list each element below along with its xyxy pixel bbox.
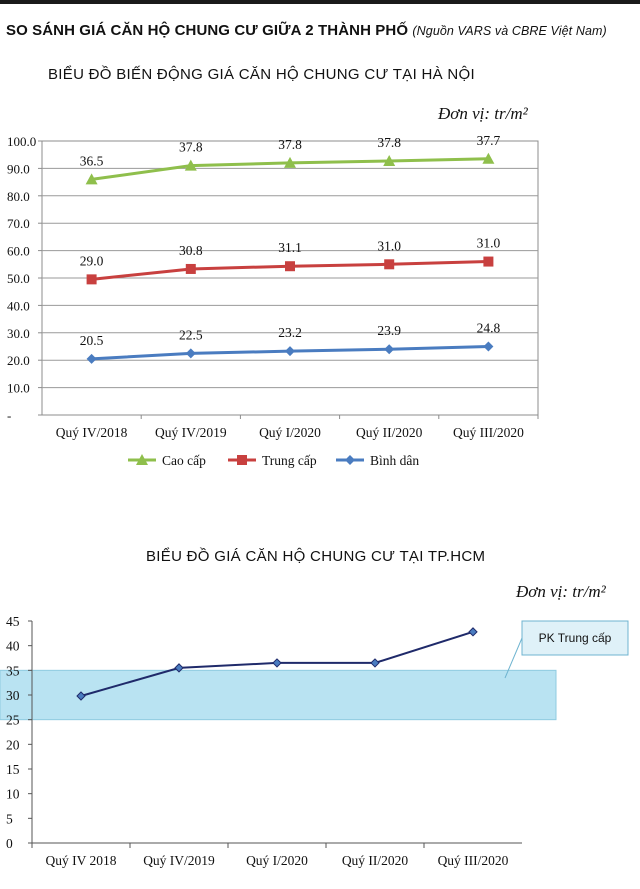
hcm-data-point bbox=[272, 658, 282, 668]
hanoi-data-point bbox=[86, 353, 97, 364]
hanoi-data-point bbox=[185, 348, 196, 359]
hcm-y-tick-label: 35 bbox=[6, 663, 20, 678]
hanoi-x-tick-label: Quý II/2020 bbox=[356, 425, 423, 440]
hcm-data-point bbox=[174, 663, 184, 673]
hcm-chart-title: BIỂU ĐỒ GIÁ CĂN HỘ CHUNG CƯ TẠI TP.HCM bbox=[146, 548, 486, 565]
hanoi-unit: Đơn vị: tr/m² bbox=[438, 104, 528, 123]
hcm-data-point bbox=[468, 627, 478, 637]
hcm-y-tick-label: 25 bbox=[6, 713, 20, 728]
hanoi-y-tick-label: 60.0 bbox=[7, 244, 30, 259]
hcm-x-tick-label: Quý I/2020 bbox=[246, 853, 308, 868]
legend-label: Bình dân bbox=[370, 453, 419, 468]
hcm-x-tick-label: Quý IV/2019 bbox=[143, 853, 215, 868]
hanoi-data-label: 22.5 bbox=[179, 327, 203, 342]
legend-marker bbox=[136, 454, 148, 465]
hanoi-data-point bbox=[483, 341, 494, 352]
top-rule bbox=[0, 0, 640, 4]
band-highlight bbox=[0, 669, 557, 721]
title-text: SO SÁNH GIÁ CĂN HỘ CHUNG CƯ GIỮA 2 THÀNH… bbox=[6, 22, 409, 39]
source-note: (Nguồn VARS và CBRE Việt Nam) bbox=[412, 24, 607, 38]
hanoi-data-point bbox=[384, 259, 395, 270]
hanoi-x-tick-label: Quý IV/2019 bbox=[155, 425, 227, 440]
hcm-y-tick-label: 10 bbox=[6, 787, 20, 802]
hanoi-data-label: 23.2 bbox=[278, 325, 302, 340]
legend-label: Trung cấp bbox=[262, 453, 317, 468]
hanoi-y-tick-label: 20.0 bbox=[7, 353, 30, 368]
hanoi-data-label: 24.8 bbox=[477, 321, 501, 336]
hanoi-y-tick-label: - bbox=[7, 408, 11, 423]
hanoi-y-tick-label: 50.0 bbox=[7, 271, 30, 286]
hanoi-x-tick-label: Quý I/2020 bbox=[259, 425, 321, 440]
hanoi-data-label: 37.8 bbox=[377, 135, 401, 150]
hanoi-data-label: 23.9 bbox=[377, 323, 401, 338]
hanoi-data-point bbox=[384, 344, 395, 355]
hcm-data-point bbox=[76, 691, 86, 701]
hanoi-y-tick-label: 70.0 bbox=[7, 216, 30, 231]
hanoi-data-point bbox=[185, 263, 196, 274]
hanoi-data-point bbox=[383, 155, 396, 167]
hanoi-data-point bbox=[285, 261, 295, 272]
hanoi-data-label: 30.8 bbox=[179, 243, 203, 258]
hanoi-data-point bbox=[284, 156, 296, 168]
hcm-x-tick-label: Quý IV 2018 bbox=[45, 853, 116, 868]
hcm-y-tick-label: 40 bbox=[6, 639, 20, 654]
hcm-y-tick-label: 45 bbox=[6, 614, 20, 629]
hanoi-y-tick-label: 80.0 bbox=[7, 189, 30, 204]
callout-pointer bbox=[504, 637, 523, 679]
legend-marker bbox=[345, 455, 355, 465]
hcm-unit: Đơn vị: tr/m² bbox=[516, 582, 606, 601]
hanoi-data-label: 29.0 bbox=[80, 253, 104, 268]
hanoi-data-point bbox=[285, 346, 295, 357]
hanoi-data-point bbox=[86, 274, 97, 285]
hcm-y-tick-label: 20 bbox=[6, 737, 20, 752]
hanoi-data-label: 31.0 bbox=[477, 236, 501, 251]
hanoi-y-tick-label: 90.0 bbox=[7, 161, 30, 176]
hanoi-data-label: 31.0 bbox=[377, 238, 401, 253]
hanoi-x-tick-label: Quý IV/2018 bbox=[56, 425, 128, 440]
hanoi-y-tick-label: 100.0 bbox=[7, 134, 36, 149]
hanoi-data-label: 20.5 bbox=[80, 333, 104, 348]
hanoi-y-tick-label: 40.0 bbox=[7, 298, 30, 313]
hanoi-data-label: 37.7 bbox=[477, 133, 501, 148]
hanoi-y-tick-label: 30.0 bbox=[7, 326, 30, 341]
hanoi-data-point bbox=[482, 152, 495, 164]
hcm-y-tick-label: 5 bbox=[6, 811, 13, 826]
hanoi-data-label: 36.5 bbox=[80, 153, 104, 168]
hcm-y-tick-label: 30 bbox=[6, 688, 20, 703]
legend-marker bbox=[237, 455, 247, 465]
hanoi-x-tick-label: Quý III/2020 bbox=[453, 425, 524, 440]
hanoi-data-label: 37.8 bbox=[179, 140, 203, 155]
hcm-data-point bbox=[370, 658, 380, 668]
legend-label: Cao cấp bbox=[162, 453, 206, 468]
hanoi-data-point bbox=[184, 159, 197, 171]
hcm-y-tick-label: 15 bbox=[6, 762, 20, 777]
page-title: SO SÁNH GIÁ CĂN HỘ CHUNG CƯ GIỮA 2 THÀNH… bbox=[6, 22, 607, 39]
hanoi-y-tick-label: 10.0 bbox=[7, 381, 30, 396]
hcm-x-tick-label: Quý III/2020 bbox=[438, 853, 509, 868]
callout-box bbox=[521, 620, 629, 656]
hcm-y-tick-label: 0 bbox=[6, 836, 13, 851]
hanoi-data-point bbox=[85, 173, 98, 185]
hanoi-data-point bbox=[483, 256, 494, 267]
hcm-x-tick-label: Quý II/2020 bbox=[342, 853, 409, 868]
hanoi-data-label: 37.8 bbox=[278, 137, 302, 152]
callout-label: PK Trung cấp bbox=[538, 631, 612, 645]
hanoi-data-label: 31.1 bbox=[278, 240, 302, 255]
hanoi-chart-title: BIỂU ĐỒ BIẾN ĐỘNG GIÁ CĂN HỘ CHUNG CƯ TẠ… bbox=[48, 66, 475, 83]
